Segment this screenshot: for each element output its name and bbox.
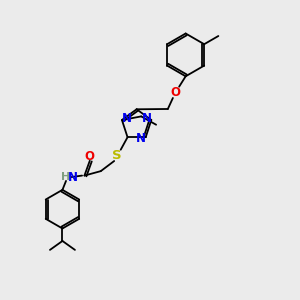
Text: H: H — [61, 172, 70, 182]
Text: N: N — [136, 132, 146, 145]
Text: O: O — [85, 150, 95, 163]
Text: N: N — [142, 112, 152, 125]
Text: N: N — [122, 112, 131, 125]
Text: S: S — [112, 149, 122, 162]
Text: N: N — [68, 171, 78, 184]
Text: O: O — [170, 86, 180, 99]
